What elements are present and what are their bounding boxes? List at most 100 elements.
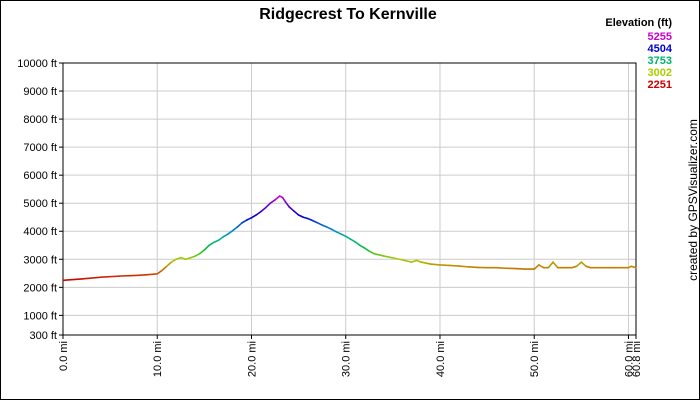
elevation-segment bbox=[161, 265, 168, 272]
elevation-segment bbox=[630, 265, 637, 269]
elevation-segment bbox=[293, 210, 300, 216]
elevation-segment bbox=[514, 267, 526, 270]
elevation-segment bbox=[217, 236, 225, 242]
elevation-segment bbox=[302, 216, 309, 220]
elevation-segment bbox=[382, 255, 394, 259]
elevation-segment bbox=[274, 195, 281, 201]
y-tick-label: 7000 ft bbox=[23, 142, 57, 154]
elevation-segment bbox=[62, 278, 83, 282]
elevation-segment bbox=[354, 241, 361, 247]
y-axis: 10000 ft 9000 ft 8000 ft 7000 ft 6000 ft 5000… bbox=[17, 58, 63, 342]
elevation-segment bbox=[264, 202, 272, 209]
elevation-segment bbox=[547, 261, 554, 269]
elevation-segment bbox=[241, 219, 248, 224]
x-tick-label: 30.0 mi bbox=[341, 341, 353, 377]
elevation-segment bbox=[458, 265, 470, 268]
legend-value: 2251 bbox=[648, 79, 672, 91]
x-tick-label: 40.0 mi bbox=[435, 341, 447, 377]
elevation-segment bbox=[575, 261, 583, 268]
elevation-segment bbox=[585, 265, 592, 269]
grid bbox=[63, 63, 636, 335]
elevation-segment bbox=[321, 224, 328, 228]
elevation-segment bbox=[297, 214, 305, 219]
elevation-segment bbox=[307, 217, 314, 222]
elevation-segment bbox=[189, 255, 196, 259]
elevation-segment bbox=[180, 256, 187, 261]
elevation-segment bbox=[284, 201, 290, 208]
x-axis: 0.0 mi 10.0 mi 20.0 mi 30.0 mi 40.0 mi 50.0 m… bbox=[58, 335, 643, 377]
legend-value: 5255 bbox=[648, 31, 672, 43]
elevation-segment bbox=[222, 233, 229, 238]
y-tick-label: 9000 ft bbox=[23, 86, 57, 98]
elevation-segment bbox=[415, 259, 422, 263]
elevation-segment bbox=[184, 257, 192, 261]
elevation-segment bbox=[269, 199, 276, 205]
elevation-segment bbox=[203, 244, 210, 251]
elevation-segment bbox=[420, 261, 432, 265]
elevation-segment bbox=[281, 196, 287, 203]
legend-title: Elevation (ft) bbox=[605, 17, 672, 29]
elevation-segment bbox=[448, 264, 460, 267]
elevation-segment bbox=[137, 273, 149, 277]
legend-value: 3002 bbox=[648, 67, 672, 79]
elevation-segment bbox=[227, 229, 234, 235]
elevation-segment bbox=[231, 226, 239, 232]
elevation-segment bbox=[156, 269, 163, 275]
elevation-segment bbox=[330, 228, 338, 233]
y-tick-label: 8000 ft bbox=[23, 114, 57, 126]
y-tick-label: 3000 ft bbox=[23, 254, 57, 266]
x-tick-label: 60.8 mi bbox=[631, 341, 643, 377]
elevation-segment bbox=[170, 258, 177, 263]
elevation-segment bbox=[311, 219, 319, 224]
elevation-segment bbox=[175, 256, 182, 261]
legend-value: 4504 bbox=[648, 43, 673, 55]
elevation-segment bbox=[81, 276, 102, 280]
elevation-segment bbox=[245, 216, 253, 221]
y-tick-label: 1000 ft bbox=[23, 310, 57, 322]
elevation-segment bbox=[359, 244, 366, 249]
x-tick-label: 20.0 mi bbox=[246, 341, 258, 377]
elevation-segment bbox=[401, 259, 413, 263]
elevation-segment bbox=[538, 264, 545, 269]
elevation-segment bbox=[326, 226, 333, 231]
elevation-segment bbox=[288, 206, 295, 212]
elevation-segment bbox=[212, 239, 220, 244]
elevation-segment bbox=[198, 249, 206, 255]
y-tick-label: 300 ft bbox=[29, 330, 57, 342]
elevation-segment bbox=[208, 241, 215, 247]
chart-title: Ridgecrest To Kernville bbox=[259, 6, 437, 23]
plot-area bbox=[62, 62, 637, 336]
elevation-segment bbox=[147, 273, 159, 276]
legend-value: 3753 bbox=[648, 55, 672, 67]
elevation-segment bbox=[316, 222, 323, 226]
x-tick-label: 0.0 mi bbox=[58, 341, 70, 371]
y-tick-label: 6000 ft bbox=[23, 170, 57, 182]
elevation-segment bbox=[99, 275, 121, 279]
elevation-segment bbox=[260, 206, 267, 213]
elevation-segment bbox=[349, 238, 356, 243]
elevation-segment bbox=[236, 222, 243, 228]
elevation-segment bbox=[533, 264, 540, 270]
x-tick-label: 60.0 mi bbox=[623, 341, 635, 377]
elevation-segment bbox=[118, 274, 140, 277]
y-tick-label: 4000 ft bbox=[23, 226, 57, 238]
x-tick-label: 50.0 mi bbox=[529, 341, 541, 377]
y-tick-label: 5000 ft bbox=[23, 198, 57, 210]
elevation-segment bbox=[495, 266, 507, 270]
elevation-line bbox=[62, 195, 637, 282]
elevation-segment bbox=[467, 266, 479, 269]
y-tick-label: 2000 ft bbox=[23, 282, 57, 294]
credit-text: created by GPSVisualizer.com bbox=[686, 119, 700, 281]
elevation-segment bbox=[335, 231, 342, 235]
elevation-segment bbox=[165, 261, 173, 268]
elevation-segment bbox=[255, 210, 262, 216]
elevation-segment bbox=[580, 261, 587, 268]
elevation-segment bbox=[368, 250, 375, 255]
elevation-segment bbox=[552, 261, 559, 269]
elevation-segment bbox=[373, 252, 385, 257]
elevation-segment bbox=[571, 265, 578, 269]
elevation-segment bbox=[340, 233, 347, 238]
